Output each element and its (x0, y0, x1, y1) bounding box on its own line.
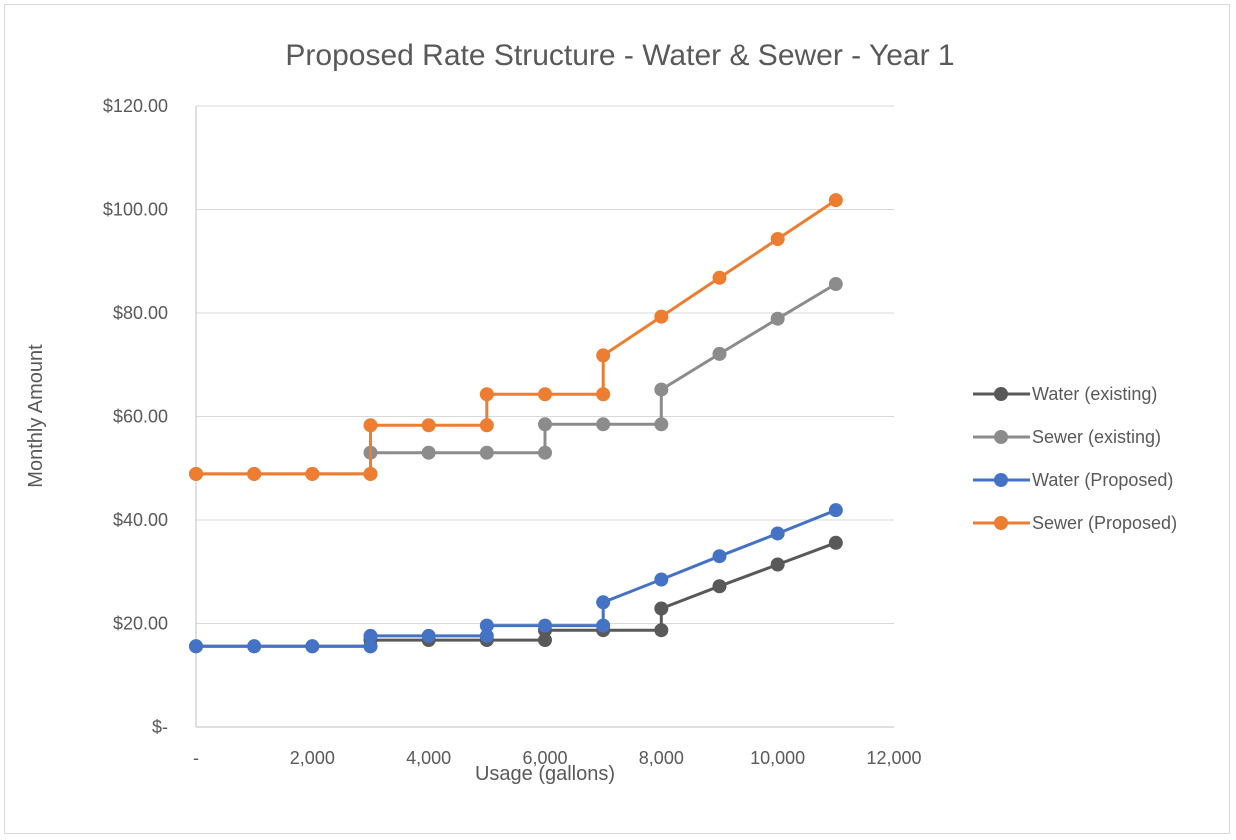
data-point (479, 445, 494, 460)
x-tick-label: 6,000 (522, 748, 567, 768)
data-point (421, 628, 436, 643)
data-point (363, 418, 378, 433)
data-point (479, 418, 494, 433)
legend-item: Water (existing) (973, 384, 1157, 404)
legend-label: Water (Proposed) (1032, 470, 1173, 490)
data-point (479, 628, 494, 643)
y-tick-labels: $- $20.00 $40.00 $60.00 $80.00 $100.00 $120.00 (103, 96, 168, 737)
data-point (712, 579, 727, 594)
series-4 (189, 193, 843, 481)
x-tick-label: 10,000 (750, 748, 805, 768)
series-layer (189, 193, 843, 654)
legend-item: Sewer (Proposed) (973, 513, 1177, 533)
series-1 (189, 535, 843, 654)
chart-title: Proposed Rate Structure - Water & Sewer … (285, 39, 954, 72)
data-point (828, 193, 843, 208)
series-line (196, 282, 837, 476)
x-tick-label: 4,000 (406, 748, 451, 768)
x-tick-label: 12,000 (866, 748, 921, 768)
data-point (363, 466, 378, 481)
x-axis-title: Usage (gallons) (475, 763, 615, 785)
data-point (828, 535, 843, 550)
data-point (421, 418, 436, 433)
data-point (305, 466, 320, 481)
data-point (654, 417, 669, 432)
data-point (654, 572, 669, 587)
y-tick-label: $80.00 (113, 303, 168, 323)
data-point (538, 417, 552, 432)
legend: Water (existing) Sewer (existing) Water (P… (973, 384, 1177, 533)
gridlines (196, 105, 894, 624)
data-point (596, 417, 611, 432)
data-point (828, 503, 843, 518)
data-point (654, 601, 669, 616)
data-point (538, 618, 552, 633)
data-point (538, 387, 552, 402)
data-point (305, 639, 320, 654)
data-point (712, 346, 727, 361)
data-point (654, 623, 669, 638)
legend-marker (994, 387, 1008, 401)
x-tick-label: - (193, 748, 199, 768)
data-point (596, 595, 611, 610)
data-point (712, 549, 727, 564)
series-line (196, 541, 837, 648)
axes (195, 106, 894, 728)
y-tick-label: $60.00 (113, 407, 168, 427)
series-2 (189, 277, 843, 481)
data-point (189, 466, 203, 481)
data-point (596, 387, 611, 402)
data-point (596, 618, 611, 633)
series-line (196, 198, 837, 476)
legend-label: Water (existing) (1032, 384, 1157, 404)
data-point (247, 466, 262, 481)
x-tick-label: 2,000 (290, 748, 335, 768)
chart-frame (4, 4, 1230, 834)
data-point (479, 618, 494, 633)
y-tick-label: $120.00 (103, 96, 168, 116)
data-point (363, 628, 378, 643)
data-point (363, 639, 378, 654)
data-point (479, 387, 494, 402)
data-point (828, 277, 843, 292)
data-point (654, 382, 669, 397)
legend-label: Sewer (existing) (1032, 427, 1161, 447)
series-3 (189, 503, 843, 654)
data-point (770, 526, 785, 541)
data-point (712, 270, 727, 285)
legend-marker (994, 473, 1008, 487)
y-tick-label: $40.00 (113, 510, 168, 530)
legend-label: Sewer (Proposed) (1032, 513, 1177, 533)
data-point (654, 309, 669, 324)
legend-item: Water (Proposed) (973, 470, 1173, 490)
y-axis-title: Monthly Amount (25, 344, 47, 488)
legend-marker (994, 516, 1008, 530)
x-tick-labels: - 2,000 4,000 6,000 8,000 10,000 12,000 (193, 748, 922, 768)
data-point (770, 231, 785, 246)
data-point (770, 311, 785, 326)
data-point (770, 557, 785, 572)
data-point (596, 348, 611, 363)
data-point (538, 633, 552, 648)
y-tick-label: $- (152, 717, 168, 737)
data-point (247, 639, 262, 654)
data-point (189, 639, 203, 654)
legend-item: Sewer (existing) (973, 427, 1161, 447)
y-tick-label: $20.00 (113, 614, 168, 634)
data-point (538, 445, 552, 460)
data-point (421, 445, 436, 460)
x-tick-label: 8,000 (639, 748, 684, 768)
legend-marker (994, 430, 1008, 444)
y-tick-label: $100.00 (103, 200, 168, 220)
